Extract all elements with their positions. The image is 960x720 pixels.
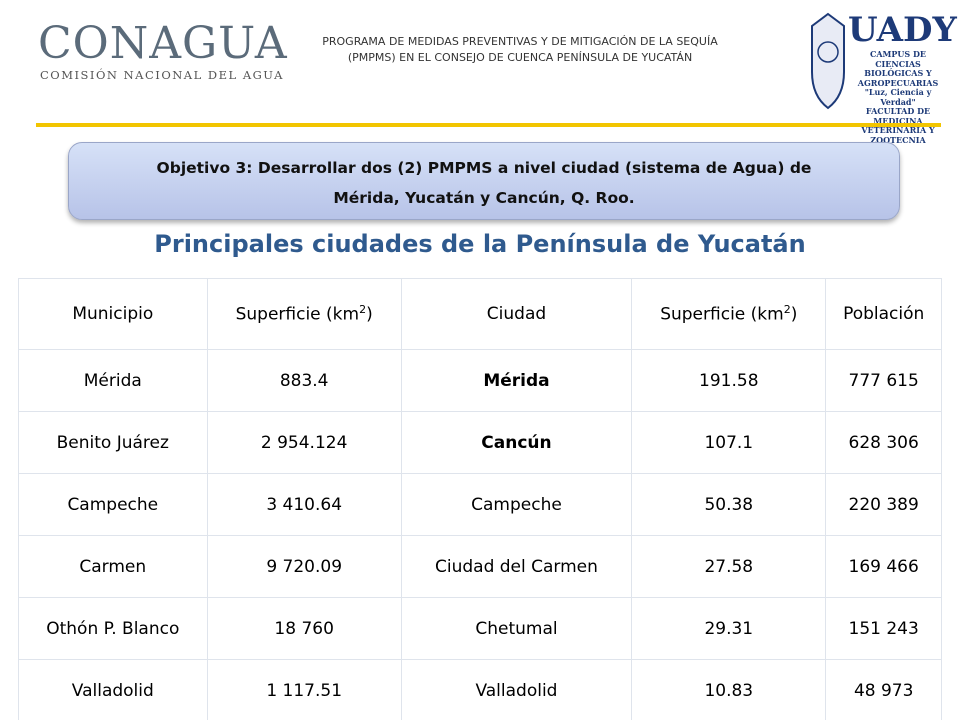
table-row: Valladolid 1 117.51 Valladolid 10.83 48 973 (18, 659, 942, 720)
table-cell: Ciudad del Carmen (400, 535, 633, 598)
table-cell: Valladolid (18, 659, 208, 720)
table-row: Carmen 9 720.09 Ciudad del Carmen 27.58 169 … (18, 535, 942, 598)
table-cell: 151 243 (825, 597, 942, 660)
table-cell: Mérida (400, 349, 633, 412)
header-text: Superficie (km (660, 304, 784, 325)
table-cell: 10.83 (631, 659, 827, 720)
header-sup: 2 (783, 303, 791, 317)
table-cell: 628 306 (825, 411, 942, 474)
column-header: Población (825, 278, 942, 350)
logo-right-line: AGROPECUARIAS (857, 77, 939, 88)
column-header: Superficie (km2) (206, 278, 402, 350)
logo-right-line: CIENCIAS (875, 58, 921, 69)
logo-right-line: VETERINARIA Y ZOOTECNIA (861, 125, 935, 145)
table-cell: Campeche (18, 473, 208, 536)
table-row: Campeche 3 410.64 Campeche 50.38 220 389 (18, 473, 942, 536)
header-text: ) (790, 304, 798, 325)
header-line: PROGRAMA DE MEDIDAS PREVENTIVAS Y DE MIT… (322, 35, 718, 48)
table-cell: 18 760 (206, 597, 402, 660)
header-sup: 2 (359, 303, 367, 317)
table-cell: 48 973 (825, 659, 942, 720)
table-cell: 50.38 (631, 473, 827, 536)
column-header: Municipio (18, 278, 208, 350)
logo-right-line: FACULTAD DE MEDICINA (865, 106, 931, 126)
table-title: Principales ciudades de la Península de … (154, 230, 806, 258)
table-cell: Benito Juárez (18, 411, 208, 474)
logo-left-name: CONAGUA (38, 18, 288, 69)
objective-line: Mérida, Yucatán y Cancún, Q. Roo. (333, 189, 635, 207)
header-text: PROGRAMA DE MEDIDAS PREVENTIVAS Y DE MIT… (270, 34, 770, 66)
table-cell: 777 615 (825, 349, 942, 412)
column-header: Ciudad (400, 278, 633, 350)
table-cell: 107.1 (631, 411, 827, 474)
column-header: Superficie (km2) (631, 278, 827, 350)
table-cell: Cancún (400, 411, 633, 474)
table-cell: 883.4 (206, 349, 402, 412)
table-cell: 191.58 (631, 349, 827, 412)
table-cell: Othón P. Blanco (18, 597, 208, 660)
table-cell: 1 117.51 (206, 659, 402, 720)
table-cell: 169 466 (825, 535, 942, 598)
table-cell: Campeche (400, 473, 633, 536)
header-text: ) (366, 304, 373, 325)
crest (811, 12, 845, 110)
table-cell: 27.58 (631, 535, 827, 598)
table-cell: 9 720.09 (206, 535, 402, 598)
table-cell: 2 954.124 (206, 411, 402, 474)
header-line: (PMPMS) EN EL CONSEJO DE CUENCA PENÍNSUL… (347, 51, 693, 64)
logo-right-name: UADY (848, 10, 957, 50)
table: Municipio Superficie (km2) Ciudad Superfici… (18, 278, 942, 720)
header-text: Superficie (km (235, 304, 360, 325)
logo-right-line: BIOLÓGICAS Y (864, 68, 932, 78)
logo-right-line: CAMPUS DE (869, 49, 927, 59)
table-cell: 3 410.64 (206, 473, 402, 536)
table-cell: Carmen (18, 535, 208, 598)
table-cell: 220 389 (825, 473, 942, 536)
objective-line: Objetivo 3: Desarrollar dos (2) PMPMS a … (156, 159, 812, 177)
table-row: Othón P. Blanco 18 760 Chetumal 29.31 151 24… (18, 597, 942, 660)
table-cell: 29.31 (631, 597, 827, 660)
divider (36, 123, 941, 127)
table-cell: Chetumal (400, 597, 633, 660)
objective-box: Objetivo 3: Desarrollar dos (2) PMPMS a … (68, 142, 900, 220)
table-cell: Mérida (18, 349, 208, 412)
logo-left-subtitle: COMISIÓN NACIONAL DEL AGUA (40, 68, 284, 82)
logo-right-text: CAMPUS DE CIENCIAS BIOLÓGICAS Y AGROPECUARI… (848, 49, 948, 145)
table-row: Benito Juárez 2 954.124 Cancún 107.1 628 306 (18, 411, 942, 474)
logo-right-line: "Luz, Ciencia y Verdad" (864, 87, 932, 107)
table-row: Mérida 883.4 Mérida 191.58 777 615 (18, 349, 942, 412)
table-cell: Valladolid (400, 659, 633, 720)
